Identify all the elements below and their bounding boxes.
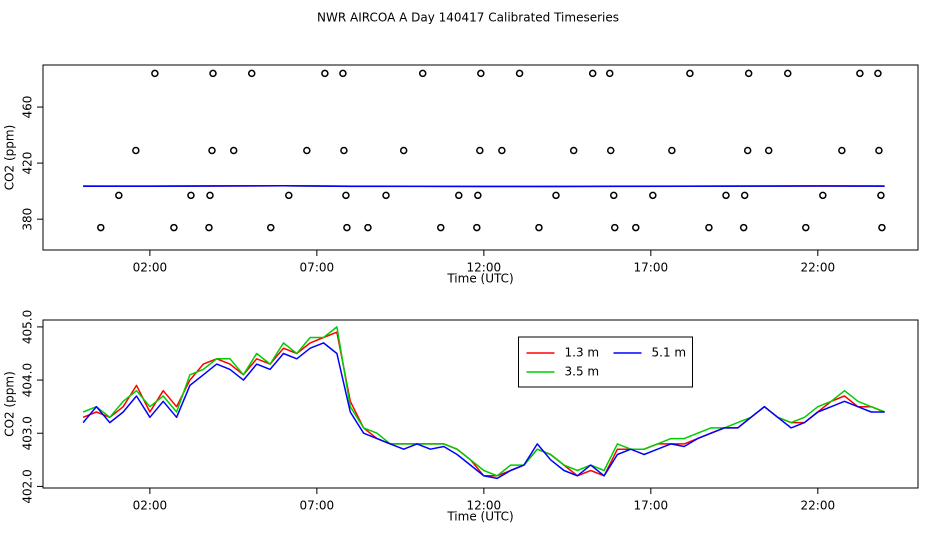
point xyxy=(605,69,614,78)
point xyxy=(705,223,713,232)
x-axis-label: Time (UTC) xyxy=(446,272,513,286)
x-tick-label: 17:00 xyxy=(634,499,669,513)
y-axis-label: CO2 (ppm) xyxy=(3,125,17,191)
point xyxy=(229,146,238,155)
legend-label: 5.1 m xyxy=(652,346,687,360)
point xyxy=(132,146,140,155)
point xyxy=(170,223,178,232)
y-tick-label: 460 xyxy=(21,96,35,119)
point xyxy=(342,191,350,200)
legend-label: 3.5 m xyxy=(565,365,600,379)
x-tick-label: 02:00 xyxy=(133,261,168,275)
point xyxy=(740,191,749,200)
point xyxy=(399,146,408,155)
point xyxy=(340,146,348,155)
point xyxy=(473,223,481,232)
point xyxy=(739,223,748,232)
point xyxy=(877,191,885,200)
point xyxy=(151,69,159,78)
point xyxy=(477,69,485,78)
x-tick-label: 22:00 xyxy=(801,499,836,513)
y-tick-label: 420 xyxy=(21,152,35,175)
point xyxy=(303,146,311,155)
point xyxy=(364,223,372,232)
point xyxy=(686,69,694,78)
point xyxy=(632,223,640,232)
point xyxy=(668,146,676,155)
point xyxy=(382,191,390,200)
point xyxy=(418,69,427,78)
point xyxy=(743,146,752,155)
figure-title: NWR AIRCOA A Day 140417 Calibrated Times… xyxy=(317,11,619,25)
point xyxy=(802,223,810,232)
point xyxy=(819,191,827,200)
point xyxy=(321,69,329,78)
point xyxy=(115,191,123,200)
point xyxy=(552,191,560,200)
point xyxy=(97,223,105,232)
series-line xyxy=(83,185,885,188)
x-tick-label: 17:00 xyxy=(634,261,669,275)
point xyxy=(285,191,293,200)
point xyxy=(535,223,543,232)
point xyxy=(474,191,482,200)
legend-box xyxy=(518,336,693,388)
x-tick-label: 07:00 xyxy=(300,499,335,513)
y-axis-label: CO2 (ppm) xyxy=(3,371,17,437)
x-axis-label: Time (UTC) xyxy=(446,510,513,524)
point xyxy=(856,69,864,78)
y-tick-label: 403.0 xyxy=(21,416,35,450)
point xyxy=(247,69,256,78)
x-tick-label: 22:00 xyxy=(801,261,836,275)
point xyxy=(875,146,883,155)
point xyxy=(498,146,506,155)
point xyxy=(437,223,445,232)
x-tick-label: 12:00 xyxy=(467,261,502,275)
point xyxy=(611,223,619,232)
y-tick-label: 404.0 xyxy=(21,363,35,397)
point xyxy=(606,146,615,155)
point xyxy=(455,191,463,200)
point xyxy=(339,69,347,78)
point xyxy=(343,223,351,232)
point xyxy=(838,146,846,155)
y-tick-label: 405.0 xyxy=(21,310,35,344)
point xyxy=(588,69,597,78)
point xyxy=(610,191,618,200)
y-tick-label: 380 xyxy=(21,208,35,231)
point xyxy=(209,69,217,78)
point xyxy=(722,191,730,200)
point xyxy=(878,223,886,232)
point xyxy=(874,69,882,78)
legend-label: 1.3 m xyxy=(565,346,600,360)
series-line xyxy=(82,342,885,480)
point xyxy=(205,223,213,232)
point xyxy=(476,146,484,155)
x-tick-label: 07:00 xyxy=(300,261,335,275)
point xyxy=(764,146,773,155)
point xyxy=(744,69,753,78)
y-tick-label: 402.0 xyxy=(21,469,35,503)
plot-frame xyxy=(42,319,919,489)
x-tick-label: 12:00 xyxy=(467,499,502,513)
x-tick-label: 02:00 xyxy=(133,499,168,513)
plot-frame xyxy=(42,64,919,251)
point xyxy=(208,146,216,155)
point xyxy=(784,69,792,78)
point xyxy=(267,223,275,232)
point xyxy=(206,191,214,200)
point xyxy=(515,69,524,78)
point xyxy=(649,191,657,200)
point xyxy=(187,191,195,200)
point xyxy=(569,146,578,155)
